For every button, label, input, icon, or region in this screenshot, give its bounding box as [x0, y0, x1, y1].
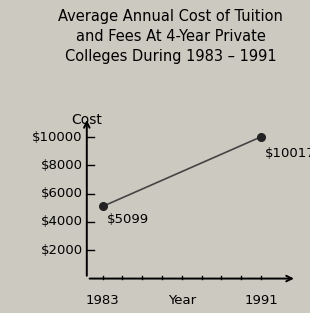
Text: $6000: $6000: [41, 187, 83, 200]
Text: $5099: $5099: [107, 213, 149, 227]
Text: Cost: Cost: [71, 113, 102, 127]
Text: $2000: $2000: [41, 244, 83, 257]
Text: Average Annual Cost of Tuition
and Fees At 4-Year Private
Colleges During 1983 –: Average Annual Cost of Tuition and Fees …: [58, 9, 283, 64]
Text: Year: Year: [168, 294, 196, 307]
Text: $10000: $10000: [32, 131, 83, 144]
Text: $8000: $8000: [41, 159, 83, 172]
Text: $4000: $4000: [41, 215, 83, 228]
Text: 1983: 1983: [86, 294, 120, 307]
Text: $10017: $10017: [265, 147, 310, 160]
Text: 1991: 1991: [244, 294, 278, 307]
